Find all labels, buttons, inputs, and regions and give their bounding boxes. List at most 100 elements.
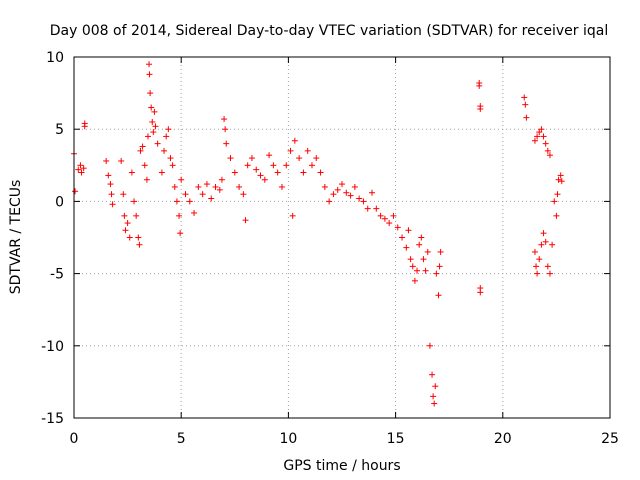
data-point bbox=[360, 198, 367, 205]
data-point bbox=[107, 181, 114, 188]
data-point bbox=[118, 157, 125, 164]
data-point bbox=[351, 183, 358, 190]
data-point bbox=[148, 104, 155, 111]
data-point bbox=[540, 230, 547, 237]
x-tick-label: 25 bbox=[601, 431, 619, 447]
data-point bbox=[531, 137, 538, 144]
data-point bbox=[437, 248, 444, 255]
data-point bbox=[321, 183, 328, 190]
data-point bbox=[540, 133, 547, 140]
data-point bbox=[154, 140, 161, 147]
data-point bbox=[477, 289, 484, 296]
grid-layer bbox=[74, 57, 610, 418]
data-point bbox=[313, 155, 320, 162]
data-point bbox=[186, 198, 193, 205]
y-tick-label: -5 bbox=[50, 267, 64, 283]
data-point bbox=[409, 263, 416, 270]
data-point bbox=[343, 189, 350, 196]
x-tick-label: 5 bbox=[177, 431, 186, 447]
data-point bbox=[411, 277, 418, 284]
y-tick-label: 5 bbox=[55, 122, 64, 138]
x-tick-label: 10 bbox=[279, 431, 297, 447]
data-point bbox=[330, 191, 337, 198]
data-point bbox=[212, 183, 219, 190]
y-tick-label: -10 bbox=[41, 339, 64, 355]
y-tick-label: 0 bbox=[55, 194, 64, 210]
data-point bbox=[169, 162, 176, 169]
data-point bbox=[347, 192, 354, 199]
data-point bbox=[223, 140, 230, 147]
data-point bbox=[274, 169, 281, 176]
axis-ticks: 0 5 10 15 20 25 -15 -10 -5 0 5 10 bbox=[41, 50, 619, 447]
data-point bbox=[216, 186, 223, 193]
data-point bbox=[167, 155, 174, 162]
data-point bbox=[178, 176, 185, 183]
data-point bbox=[289, 212, 296, 219]
data-point bbox=[326, 198, 333, 205]
plot-frame bbox=[73, 56, 611, 419]
data-point bbox=[551, 198, 558, 205]
data-point bbox=[377, 212, 384, 219]
data-point bbox=[242, 217, 249, 224]
data-point bbox=[177, 230, 184, 237]
data-point bbox=[432, 383, 439, 390]
data-point bbox=[339, 181, 345, 188]
data-point bbox=[414, 267, 421, 274]
data-point bbox=[381, 215, 388, 222]
y-tick-label: 10 bbox=[46, 50, 64, 66]
data-point bbox=[236, 183, 243, 190]
data-point bbox=[131, 198, 138, 205]
data-points bbox=[71, 61, 565, 407]
data-point bbox=[477, 105, 484, 112]
data-point bbox=[146, 61, 153, 68]
data-point bbox=[405, 227, 412, 234]
data-point bbox=[287, 147, 294, 154]
data-point bbox=[141, 162, 148, 169]
data-point bbox=[77, 162, 84, 169]
data-point bbox=[128, 169, 135, 176]
data-point bbox=[424, 248, 431, 255]
data-point bbox=[386, 220, 393, 227]
data-point bbox=[430, 393, 437, 400]
data-point bbox=[534, 270, 541, 277]
data-point bbox=[182, 191, 189, 198]
data-point bbox=[122, 227, 129, 234]
data-point bbox=[143, 176, 150, 183]
data-point bbox=[124, 220, 131, 227]
data-point bbox=[476, 82, 483, 89]
data-point bbox=[300, 169, 307, 176]
data-point bbox=[546, 270, 553, 277]
data-point bbox=[203, 181, 210, 188]
data-point bbox=[261, 176, 268, 183]
data-point bbox=[390, 212, 397, 219]
data-point bbox=[522, 101, 529, 108]
data-point bbox=[394, 224, 401, 231]
data-point bbox=[137, 147, 144, 154]
data-point bbox=[161, 147, 168, 154]
data-point bbox=[278, 183, 285, 190]
data-point bbox=[139, 143, 146, 150]
data-point bbox=[544, 147, 551, 154]
data-point bbox=[407, 256, 414, 263]
data-point bbox=[544, 263, 551, 270]
data-point bbox=[558, 178, 565, 185]
data-point bbox=[334, 186, 341, 193]
data-point bbox=[549, 241, 556, 248]
data-point bbox=[149, 118, 156, 125]
data-point bbox=[150, 129, 157, 136]
data-point bbox=[176, 212, 183, 219]
x-tick-label: 0 bbox=[70, 431, 79, 447]
data-point bbox=[146, 71, 153, 78]
data-point bbox=[199, 191, 206, 198]
data-point bbox=[173, 198, 180, 205]
data-point bbox=[308, 162, 315, 169]
data-point bbox=[418, 234, 425, 241]
data-point bbox=[165, 126, 172, 133]
data-point bbox=[195, 183, 202, 190]
data-point bbox=[403, 244, 410, 251]
data-point bbox=[270, 162, 277, 169]
data-point bbox=[80, 165, 87, 172]
data-point bbox=[283, 162, 290, 169]
data-point bbox=[542, 140, 549, 147]
data-point bbox=[108, 191, 115, 198]
